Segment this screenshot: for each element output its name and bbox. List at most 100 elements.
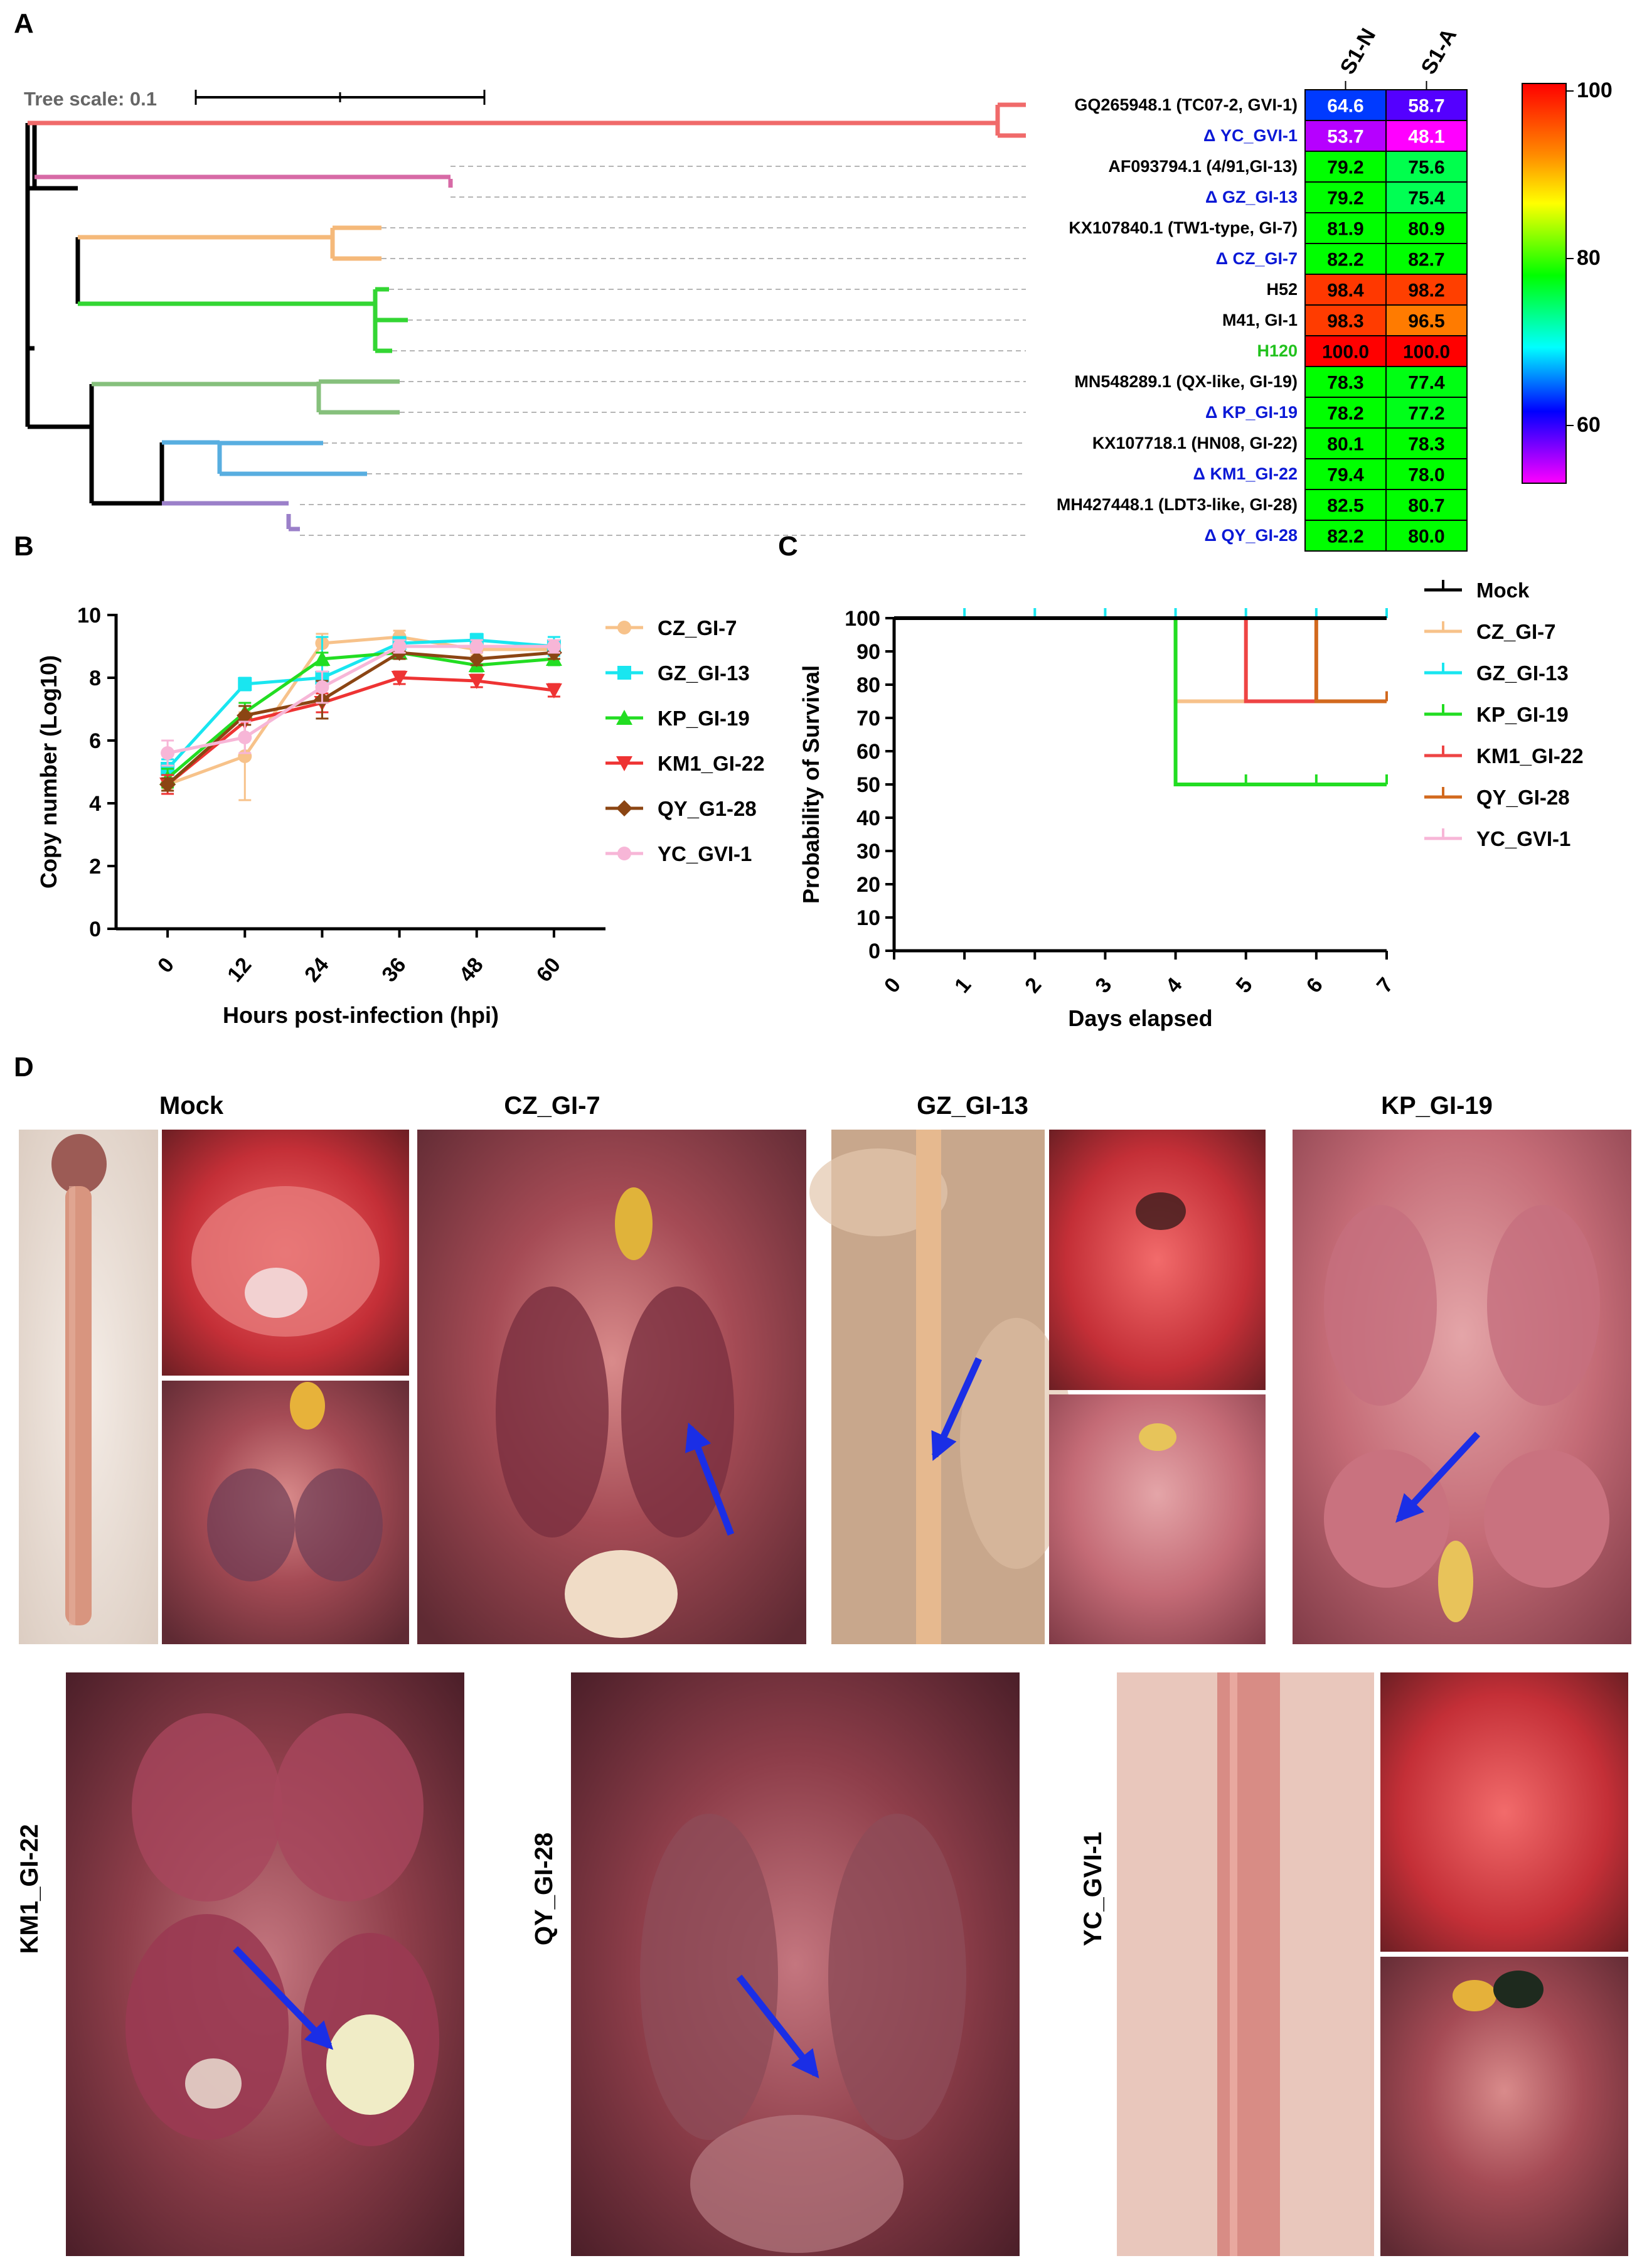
series-line bbox=[166, 651, 555, 786]
heatmap-value: 79.2 bbox=[1327, 188, 1363, 209]
scale-tick-80: 80 bbox=[1577, 246, 1601, 270]
heatmap-cell bbox=[1385, 181, 1468, 213]
heatmap-cell bbox=[1304, 458, 1387, 490]
y-tick-label: 10 bbox=[77, 604, 101, 628]
heatmap-cell bbox=[1304, 366, 1387, 398]
y-tick-label: 90 bbox=[856, 640, 880, 664]
heatmap-cell bbox=[1304, 489, 1387, 521]
y-tick-label: 70 bbox=[856, 707, 880, 730]
legend-label: GZ_GI-13 bbox=[658, 661, 750, 685]
heatmap-value: 80.0 bbox=[1408, 527, 1444, 547]
photo-side-label-km1: KM1_GI-22 bbox=[16, 1824, 43, 1954]
leaf-label: KX107840.1 (TW1-type, GI-7) bbox=[1069, 218, 1298, 237]
leaf-label: AF093794.1 (4/91,GI-13) bbox=[1108, 157, 1298, 176]
data-point bbox=[547, 639, 561, 653]
leaf-label: M41, GI-1 bbox=[1222, 311, 1298, 329]
heatmap-value: 81.9 bbox=[1327, 219, 1363, 240]
panel-label-c: C bbox=[778, 531, 798, 562]
heatmap-value: 82.5 bbox=[1327, 496, 1363, 516]
x-tick-label: 6 bbox=[1302, 973, 1328, 998]
heatmap-value: 80.9 bbox=[1408, 219, 1444, 240]
photo-title-mock: Mock bbox=[159, 1092, 224, 1120]
heatmap-value: 64.6 bbox=[1327, 96, 1363, 117]
y-tick-label: 2 bbox=[89, 855, 101, 879]
y-tick-label: 100 bbox=[845, 607, 880, 631]
heatmap-value: 96.5 bbox=[1408, 311, 1444, 332]
heatmap-cell bbox=[1385, 304, 1468, 336]
heatmap-value: 79.4 bbox=[1327, 465, 1364, 486]
x-tick-label: 1 bbox=[950, 973, 976, 998]
legend-label: CZ_GI-7 bbox=[658, 616, 737, 639]
leaf-label: MH427448.1 (LDT3-like, GI-28) bbox=[1057, 495, 1298, 514]
heatmap-value: 53.7 bbox=[1327, 127, 1363, 147]
heatmap-cell bbox=[1385, 89, 1468, 121]
legend-label: KM1_GI-22 bbox=[658, 752, 765, 775]
data-point bbox=[617, 621, 631, 634]
legend-label: KM1_GI-22 bbox=[1476, 744, 1584, 768]
heatmap-cell bbox=[1304, 212, 1387, 244]
heatmap-value: 98.4 bbox=[1327, 281, 1364, 301]
x-tick-label: 4 bbox=[1161, 973, 1186, 998]
heatmap-value: 100.0 bbox=[1322, 342, 1369, 363]
series-CZ_GI-7 bbox=[894, 616, 1388, 703]
photo-qy-kidney bbox=[571, 1672, 1020, 2256]
panel-label-d: D bbox=[14, 1052, 34, 1083]
series-KM1_GI-22 bbox=[894, 616, 1388, 703]
legend-label: YC_GVI-1 bbox=[1476, 827, 1570, 850]
x-tick-label: 0 bbox=[880, 973, 905, 998]
photo-side-label-qy: QY_GI-28 bbox=[530, 1832, 558, 1945]
heatmap-value: 82.2 bbox=[1327, 250, 1363, 270]
data-point bbox=[392, 639, 407, 653]
photo-mock-kidney-bottom bbox=[162, 1381, 409, 1644]
y-tick-label: 0 bbox=[868, 939, 880, 963]
y-axis-title: Probability of Survival bbox=[798, 665, 824, 904]
leaf-label: MN548289.1 (QX-like, GI-19) bbox=[1074, 372, 1298, 391]
photo-title-gz: GZ_GI-13 bbox=[917, 1092, 1028, 1120]
color-scale: 100 80 60 bbox=[1522, 78, 1613, 484]
heatmap-value: 78.3 bbox=[1327, 373, 1363, 393]
data-point bbox=[617, 666, 631, 680]
x-axis-title: Days elapsed bbox=[1068, 1005, 1212, 1031]
series-line bbox=[167, 645, 554, 755]
y-tick-label: 40 bbox=[856, 806, 880, 830]
data-point bbox=[468, 674, 485, 689]
x-tick-label: 0 bbox=[153, 953, 179, 978]
photo-gz-trachea bbox=[809, 1130, 1073, 1644]
data-point bbox=[314, 651, 331, 666]
data-point bbox=[617, 847, 631, 860]
heatmap-value: 75.6 bbox=[1408, 158, 1444, 178]
panel-label-a: A bbox=[14, 8, 34, 39]
data-point bbox=[616, 800, 632, 816]
y-tick-label: 6 bbox=[89, 729, 101, 753]
photo-mock-trachea bbox=[19, 1130, 158, 1644]
heatmap-cell bbox=[1385, 458, 1468, 490]
y-axis-title: Copy number (Log10) bbox=[36, 655, 61, 889]
heatmap-value: 77.4 bbox=[1408, 373, 1445, 393]
x-tick-label: 7 bbox=[1372, 973, 1398, 998]
phylogenetic-tree: GQ265948.1 (TC07-2, GVI-1) Δ YC_GVI-1 AF09… bbox=[25, 95, 1298, 545]
series-line bbox=[166, 651, 555, 779]
series-line bbox=[166, 676, 555, 786]
legend-label: CZ_GI-7 bbox=[1476, 620, 1556, 643]
leaf-label: Δ KP_GI-19 bbox=[1205, 403, 1298, 422]
y-tick-label: 60 bbox=[856, 740, 880, 764]
legend-label: QY_G1-28 bbox=[658, 797, 757, 820]
photo-gz-kidney-bottom bbox=[1049, 1394, 1266, 1644]
heatmap-cell bbox=[1385, 120, 1468, 152]
survival-step bbox=[894, 616, 1387, 703]
data-point bbox=[159, 776, 176, 793]
photo-yc-kidney-bottom bbox=[1380, 1957, 1628, 2256]
heatmap-value: 98.2 bbox=[1408, 281, 1444, 301]
heatmap-value: 78.3 bbox=[1408, 434, 1444, 455]
tree-scale-bar bbox=[195, 90, 486, 105]
heatmap-value: 98.3 bbox=[1327, 311, 1363, 332]
y-tick-label: 0 bbox=[89, 917, 101, 941]
photo-yc-trachea bbox=[1117, 1672, 1374, 2256]
heatmap-value: 80.7 bbox=[1408, 496, 1444, 516]
scale-tick-60: 60 bbox=[1577, 413, 1601, 437]
heatmap-value: 80.1 bbox=[1327, 434, 1363, 455]
x-tick-label: 60 bbox=[532, 953, 565, 987]
data-point bbox=[161, 746, 175, 760]
